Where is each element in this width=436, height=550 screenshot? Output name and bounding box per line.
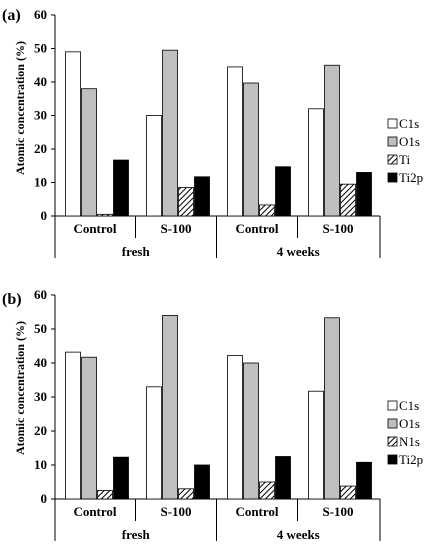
bar-ti-3 [340, 183, 356, 217]
bar-ti2p-1 [194, 464, 210, 500]
y-tick-label: 40 [34, 355, 47, 370]
legend-label: C1s [399, 116, 419, 131]
bar-n1s-3 [340, 485, 356, 500]
bar-c1s-2 [227, 355, 243, 500]
x-category-label: Control [235, 221, 278, 236]
bar-ti-0 [97, 213, 113, 217]
legend-label: N1s [399, 434, 420, 449]
bar-ti2p-1 [194, 176, 210, 217]
x-category-label: Control [235, 504, 278, 519]
bar-o1s-0 [81, 88, 97, 217]
legend-swatch [387, 172, 398, 183]
bar-ti2p-0 [113, 159, 129, 217]
y-tick-label: 0 [41, 491, 48, 506]
y-tick-label: 10 [34, 175, 47, 190]
legend-label: Ti [399, 152, 410, 167]
x-group-label: fresh [122, 244, 151, 259]
legend-label: Ti2p [399, 170, 423, 185]
bar-c1s-3 [308, 390, 324, 500]
bar-ti2p-2 [275, 456, 291, 500]
legend-label: O1s [399, 416, 420, 431]
y-tick-label: 50 [34, 321, 47, 336]
legend-swatch [387, 154, 398, 165]
y-tick-label: 60 [34, 287, 47, 302]
y-tick-label: 20 [34, 423, 47, 438]
y-tick-label: 30 [34, 389, 47, 404]
bar-n1s-1 [178, 488, 194, 500]
x-category-label: S-100 [322, 221, 353, 236]
x-group-label: 4 weeks [277, 527, 320, 542]
x-category-label: Control [73, 221, 116, 236]
legend-swatch [387, 454, 398, 465]
bar-c1s-1 [146, 115, 162, 217]
bar-ti2p-3 [356, 461, 372, 500]
x-group-label: 4 weeks [277, 244, 320, 259]
legend-swatch [387, 418, 398, 429]
bar-n1s-0 [97, 490, 113, 500]
bar-o1s-1 [162, 49, 178, 217]
y-tick-label: 30 [34, 108, 47, 123]
y-tick-label: 10 [34, 457, 47, 472]
x-category-label: S-100 [160, 504, 191, 519]
bar-c1s-3 [308, 108, 324, 217]
legend-label: Ti2p [399, 452, 423, 467]
legend: C1s O1s N1s Ti2p [387, 398, 423, 467]
bar-o1s-3 [324, 64, 340, 217]
y-tick-label: 40 [34, 74, 47, 89]
bar-o1s-1 [162, 314, 178, 500]
panel-label: (b) [2, 291, 22, 308]
bar-ti2p-3 [356, 172, 372, 217]
bar-o1s-2 [243, 362, 259, 500]
y-axis-label: Atomic concentration (%) [13, 321, 27, 455]
bar-n1s-2 [259, 481, 275, 500]
bar-o1s-0 [81, 356, 97, 500]
x-category-label: Control [73, 504, 116, 519]
legend-swatch [387, 436, 398, 447]
bar-ti-1 [178, 187, 194, 217]
legend-swatch [387, 118, 398, 129]
panel-label: (a) [2, 7, 21, 24]
bar-c1s-0 [65, 51, 81, 217]
bar-o1s-2 [243, 82, 259, 217]
bar-ti-2 [259, 204, 275, 217]
legend-swatch [387, 136, 398, 147]
bar-c1s-2 [227, 66, 243, 217]
legend: C1s O1s Ti Ti2p [387, 116, 423, 185]
legend-label: C1s [399, 398, 419, 413]
y-tick-label: 0 [41, 208, 48, 223]
x-group-label: fresh [122, 527, 151, 542]
bar-c1s-0 [65, 351, 81, 500]
bar-ti2p-2 [275, 166, 291, 217]
x-category-label: S-100 [322, 504, 353, 519]
y-tick-label: 50 [34, 41, 47, 56]
bar-o1s-3 [324, 317, 340, 500]
chart-panel-b: (b) Atomic concentration (%) 0 10 20 30 40 50… [2, 287, 423, 542]
legend-label: O1s [399, 134, 420, 149]
bar-c1s-1 [146, 386, 162, 500]
legend-swatch [387, 400, 398, 411]
y-tick-label: 60 [34, 7, 47, 22]
y-axis-label: Atomic concentration (%) [13, 41, 27, 175]
y-tick-label: 20 [34, 141, 47, 156]
chart-panel-a: (a) Atomic concentration (%) 0 10 20 30 40 50… [2, 7, 423, 259]
x-category-label: S-100 [160, 221, 191, 236]
bar-ti2p-0 [113, 456, 129, 500]
